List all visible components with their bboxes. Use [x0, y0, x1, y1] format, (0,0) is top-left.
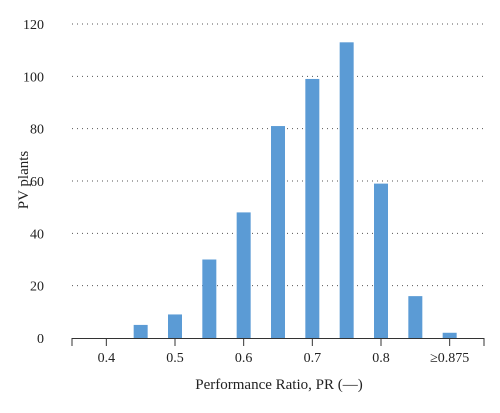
bar [305, 78, 320, 338]
y-tick-label: 60 [30, 175, 44, 190]
y-axis-label: PV plants [16, 151, 32, 210]
x-tick-label: ≥0.875 [430, 351, 469, 366]
bar [271, 126, 285, 338]
x-axis-label: Performance Ratio, PR (—) [195, 377, 362, 393]
y-tick-label: 100 [23, 70, 44, 85]
x-tick-label: 0.5 [166, 351, 184, 366]
x-tick-labels: 0.4 0.5 0.6 0.7 0.8 ≥0.875 [98, 351, 470, 366]
bars [133, 42, 457, 339]
bar [442, 332, 457, 338]
bar [408, 296, 423, 338]
bar [236, 212, 251, 338]
y-tick-labels: 0 20 40 60 80 100 120 [23, 18, 44, 347]
y-tick-label: 20 [30, 280, 44, 295]
y-tick-label: 80 [30, 123, 44, 138]
y-tick-label: 0 [37, 332, 44, 347]
bar [374, 183, 388, 338]
y-tick-label: 40 [30, 227, 44, 242]
x-tick-label: 0.7 [304, 351, 322, 366]
x-tick-label: 0.6 [235, 351, 253, 366]
bar [202, 259, 217, 338]
axes [71, 338, 485, 346]
x-tick-label: 0.8 [372, 351, 390, 366]
bar [339, 42, 354, 339]
bar [133, 324, 148, 338]
bar [168, 314, 182, 338]
y-tick-label: 120 [23, 18, 44, 33]
x-tick-label: 0.4 [98, 351, 116, 366]
